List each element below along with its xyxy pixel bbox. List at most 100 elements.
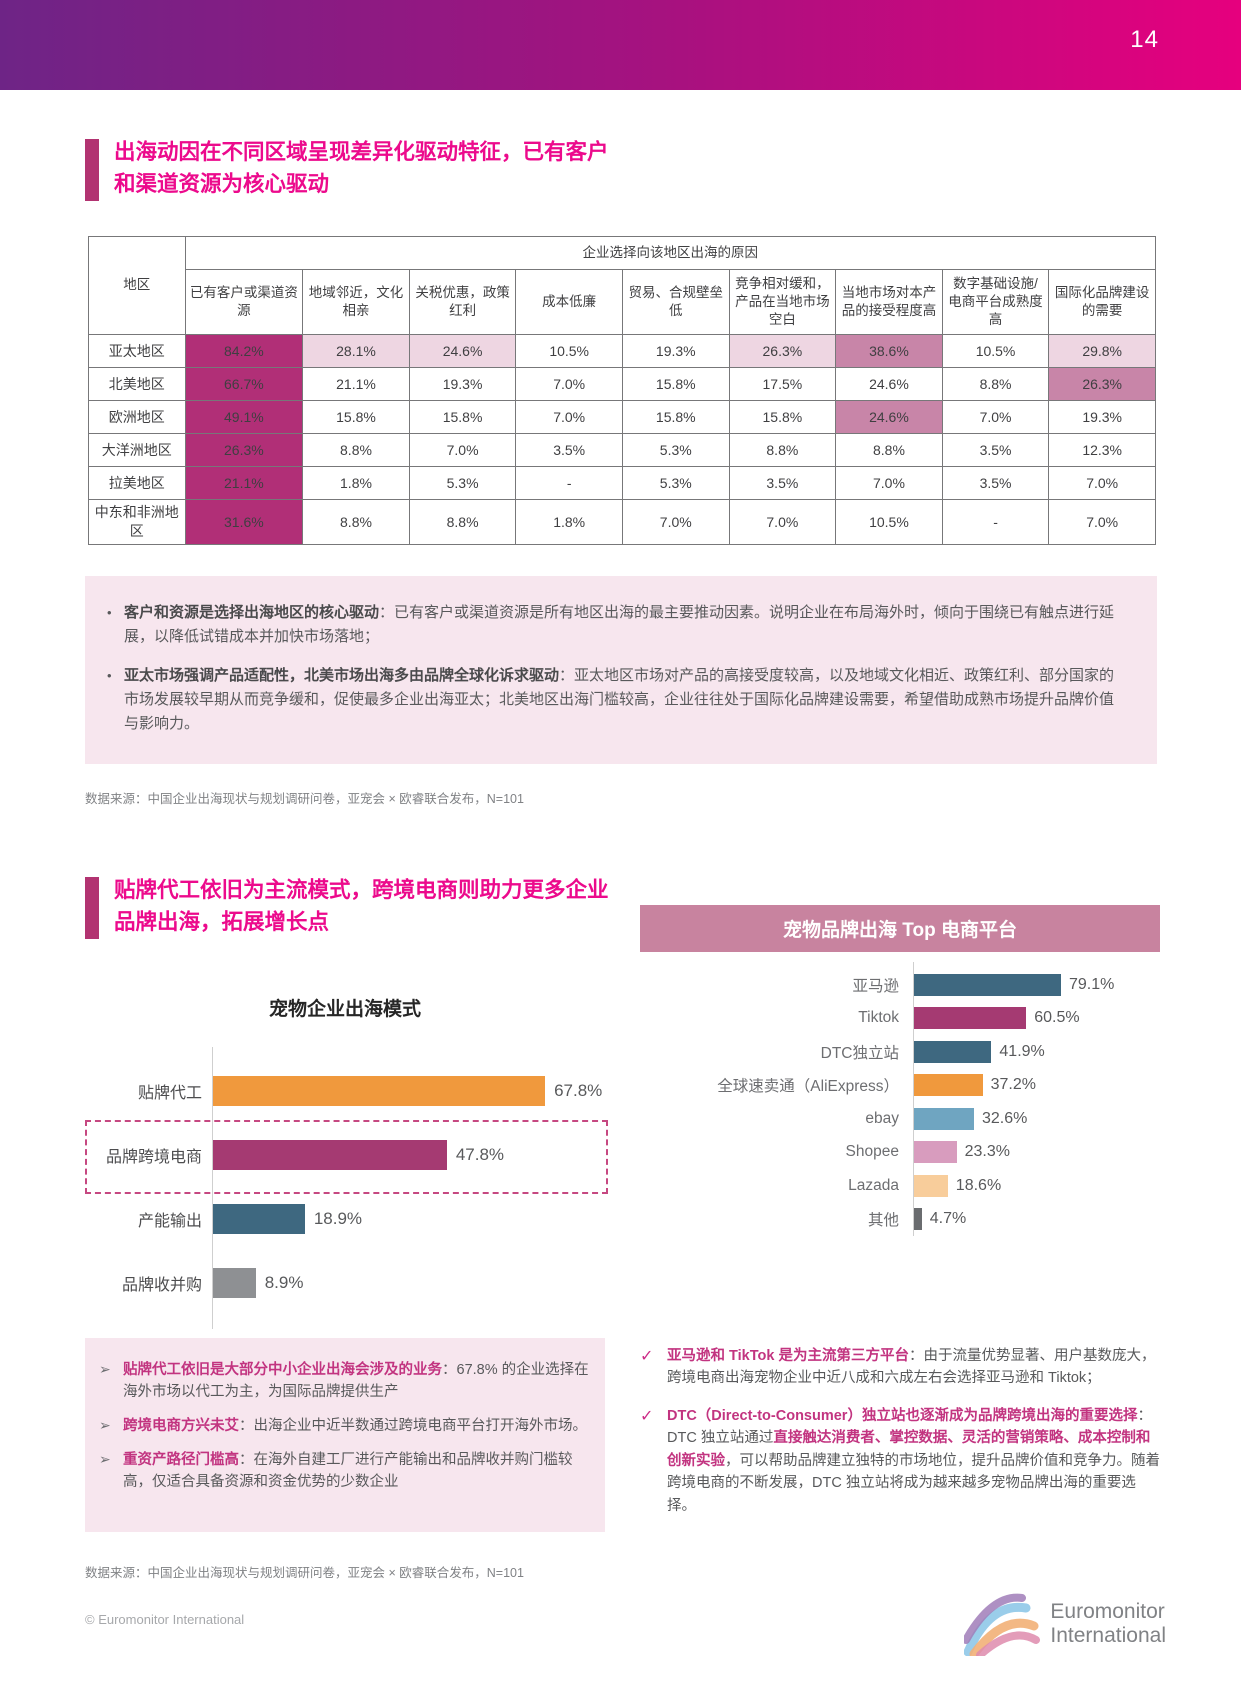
- value-label: 18.9%: [313, 1209, 363, 1228]
- arrow-bullet-icon: ➢: [99, 1451, 111, 1468]
- value-label: 4.7%: [929, 1210, 967, 1228]
- insight-text: ：出海企业中近半数通过跨境电商平台打开海外市场。: [239, 1418, 587, 1435]
- value-cell: 7.0%: [1048, 466, 1156, 500]
- value-cell: -: [515, 466, 623, 500]
- region-cell: 拉美地区: [88, 466, 186, 500]
- insights-panel-modes: ➢ 贴牌代工依旧是大部分中小企业出海会涉及的业务：67.8% 的企业选择在海外市场…: [85, 1338, 605, 1532]
- bullet-icon: •: [107, 667, 112, 683]
- page-number: 14: [1130, 26, 1159, 53]
- value-cell: 5.3%: [408, 466, 517, 500]
- value-cell: 19.3%: [621, 334, 730, 368]
- value-cell: 17.5%: [728, 367, 837, 401]
- bar-row: Lazada 18.6%: [640, 1169, 1160, 1203]
- bar: [913, 1174, 948, 1197]
- bar: [913, 973, 1061, 996]
- section1-heading: 出海动因在不同区域呈现差异化驱动特征，已有客户 和渠道资源为核心驱动: [114, 136, 609, 201]
- category-label: Lazada: [848, 1176, 899, 1194]
- copyright-notice: © Euromonitor International: [85, 1612, 245, 1627]
- bar-track: 18.9%: [212, 1204, 605, 1234]
- insight-lead: 亚太市场强调产品适配性，北美市场出海多由品牌全球化诉求驱动: [124, 666, 560, 684]
- logo-line1: Euromonitor: [1050, 1600, 1165, 1624]
- value-cell: 15.8%: [728, 400, 837, 434]
- bar-track: 32.6%: [913, 1107, 1160, 1130]
- value-cell: 21.1%: [184, 466, 304, 500]
- section2-title: 贴牌代工依旧为主流模式，跨境电商则助力更多企业 品牌出海，拓展增长点: [85, 874, 609, 939]
- bar-track: 60.5%: [913, 1007, 1160, 1030]
- value-label: 23.3%: [964, 1143, 1010, 1161]
- value-label: 79.1%: [1069, 975, 1115, 993]
- category-label: Tiktok: [858, 1009, 899, 1027]
- bar-row: DTC独立站 41.9%: [640, 1035, 1160, 1069]
- table-column-header: 关税优惠，政策红利: [408, 269, 517, 335]
- region-cell: 欧洲地区: [88, 400, 186, 434]
- region-cell: 亚太地区: [88, 334, 186, 368]
- section1-title: 出海动因在不同区域呈现差异化驱动特征，已有客户 和渠道资源为核心驱动: [85, 136, 609, 201]
- insight-item: • 亚太市场强调产品适配性，北美市场出海多由品牌全球化诉求驱动：亚太地区市场对产品…: [107, 664, 1127, 737]
- insight-text: ：在海外自建工厂进行产能输出和品牌收并购门槛较高，仅适合具备资源和资金优势的少数…: [123, 1452, 573, 1491]
- bar-track: 41.9%: [913, 1040, 1160, 1063]
- title-accent-bar: [85, 139, 99, 201]
- region-cell: 大洋洲地区: [88, 433, 186, 467]
- value-cell: 8.8%: [941, 367, 1050, 401]
- insight-item: ➢ 跨境电商方兴未艾：出海企业中近半数通过跨境电商平台打开海外市场。: [99, 1415, 589, 1437]
- euromonitor-logo-mark: [964, 1593, 1041, 1656]
- category-label: DTC独立站: [820, 1044, 899, 1062]
- y-axis-line: [212, 1047, 213, 1329]
- bar: [212, 1140, 447, 1170]
- value-cell: 26.3%: [728, 334, 837, 368]
- value-cell: 7.0%: [515, 367, 623, 401]
- insights-panel-platforms: ✓ 亚马逊和 TikTok 是为主流第三方平台：由于流量优势显著、用户基数庞大，跨…: [640, 1345, 1162, 1532]
- value-label: 32.6%: [982, 1109, 1028, 1127]
- check-icon: ✓: [640, 1348, 654, 1365]
- value-cell: 8.8%: [408, 499, 517, 545]
- value-cell: 8.8%: [728, 433, 837, 467]
- insight-item: ➢ 贴牌代工依旧是大部分中小企业出海会涉及的业务：67.8% 的企业选择在海外市场…: [99, 1359, 589, 1403]
- chart-plot-area: 亚马逊 79.1% Tiktok 60.5% DTC独立站 41.9% 全球速卖…: [640, 962, 1160, 1236]
- category-label: 全球速卖通（AliExpress）: [717, 1078, 899, 1096]
- y-axis-line: [913, 962, 914, 1236]
- table-row: 欧洲地区 49.1% 15.8% 15.8% 7.0% 15.8% 15.8% …: [88, 400, 1156, 434]
- value-cell: 26.3%: [1048, 367, 1156, 401]
- insight-item: • 客户和资源是选择出海地区的核心驱动：已有客户或渠道资源是所有地区出海的最主要推…: [107, 601, 1127, 650]
- bar: [913, 1107, 974, 1130]
- euromonitor-logo: Euromonitor International: [964, 1592, 1166, 1656]
- arrow-bullet-icon: ➢: [99, 1417, 111, 1434]
- chart-overseas-modes: 宠物企业出海模式 贴牌代工 67.8% 品牌跨境电商 47.8% 产能输出 18…: [85, 997, 608, 1329]
- section2-title-line2: 品牌出海，拓展增长点: [114, 910, 330, 935]
- value-label: 18.6%: [955, 1176, 1002, 1194]
- value-cell: 24.6%: [408, 334, 517, 368]
- value-cell: -: [941, 499, 1050, 545]
- page-header: 14: [0, 0, 1241, 90]
- value-cell: 3.5%: [728, 466, 837, 500]
- value-cell: 8.8%: [835, 433, 943, 467]
- category-label: ebay: [865, 1109, 899, 1127]
- insight-lead: 亚马逊和 TikTok 是为主流第三方平台: [667, 1348, 909, 1364]
- value-cell: 3.5%: [515, 433, 623, 467]
- table-column-header: 竞争相对缓和，产品在当地市场空白: [728, 269, 837, 335]
- value-cell: 5.3%: [621, 433, 730, 467]
- data-source-2: 数据来源：中国企业出海现状与规划调研问卷，亚宠会 × 欧睿联合发布，N=101: [85, 1566, 524, 1580]
- value-cell: 29.8%: [1048, 334, 1156, 368]
- value-cell: 7.0%: [408, 433, 517, 467]
- bar-row: 亚马逊 79.1%: [640, 968, 1160, 1002]
- bar: [913, 1141, 957, 1164]
- section1-title-line2: 和渠道资源为核心驱动: [114, 172, 330, 197]
- value-cell: 10.5%: [515, 334, 623, 368]
- bar: [913, 1208, 922, 1231]
- title-accent-bar: [85, 877, 99, 939]
- insight-lead: 贴牌代工依旧是大部分中小企业出海会涉及的业务: [123, 1362, 442, 1378]
- section1-title-line1: 出海动因在不同区域呈现差异化驱动特征，已有客户: [114, 140, 609, 164]
- value-cell: 24.6%: [835, 367, 943, 401]
- bar-track: 79.1%: [913, 973, 1160, 996]
- table-column-header: 成本低廉: [515, 269, 623, 335]
- insights-panel-regions: • 客户和资源是选择出海地区的核心驱动：已有客户或渠道资源是所有地区出海的最主要推…: [85, 576, 1157, 764]
- table-row: 中东和非洲地区 31.6% 8.8% 8.8% 1.8% 7.0% 7.0% 1…: [88, 499, 1156, 545]
- category-label: Shopee: [845, 1143, 899, 1161]
- value-label: 47.8%: [455, 1145, 505, 1164]
- value-label: 41.9%: [999, 1042, 1045, 1060]
- category-label: 品牌跨境电商: [105, 1149, 202, 1166]
- value-cell: 15.8%: [302, 400, 410, 434]
- bar-track: 37.2%: [913, 1074, 1160, 1097]
- arrow-bullet-icon: ➢: [99, 1361, 111, 1377]
- value-cell: 8.8%: [302, 499, 410, 545]
